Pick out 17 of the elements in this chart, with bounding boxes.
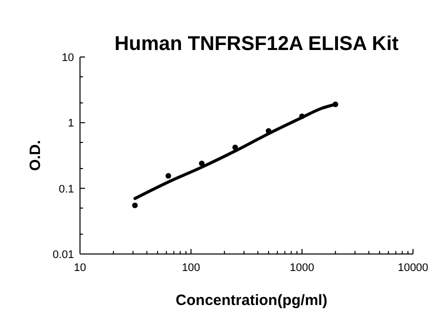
- point: [132, 202, 138, 208]
- x-axis-title: Concentration(pg/ml): [176, 292, 328, 309]
- point: [166, 173, 172, 179]
- point: [232, 144, 238, 150]
- x-tick-label: 100: [182, 262, 200, 274]
- x-tick-label: 10: [74, 262, 86, 274]
- y-tick-label: 0.1: [58, 183, 74, 196]
- point: [198, 160, 205, 166]
- point: [299, 114, 305, 120]
- chart-title: Human TNFRSF12A ELISA Kit: [114, 33, 399, 55]
- x-tick-label: 10000: [398, 262, 428, 274]
- y-tick-label: 0.01: [52, 249, 74, 261]
- y-tick-label: 10: [62, 52, 74, 64]
- y-axis-title: O.D.: [27, 140, 44, 171]
- y-tick-label: 1: [68, 118, 74, 130]
- x-tick-label: 1000: [290, 262, 314, 274]
- point: [332, 102, 338, 108]
